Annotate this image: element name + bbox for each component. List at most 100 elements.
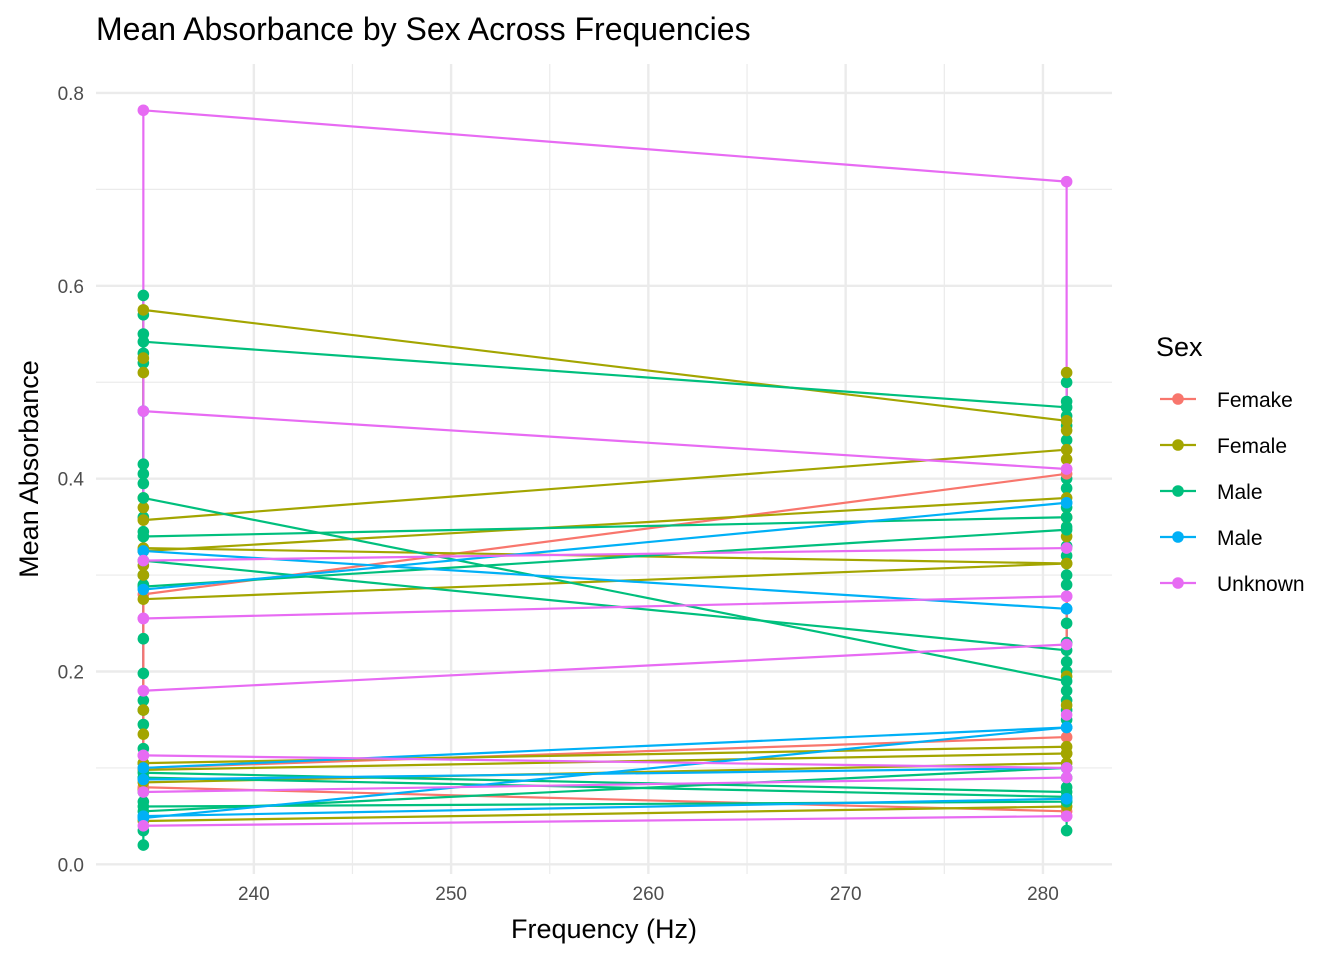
data-point [1060,638,1073,651]
data-point [1060,542,1073,554]
data-point [1060,366,1073,379]
series-line [143,496,1067,553]
x-axis-ticks: 240 250 260 270 280 [238,884,1059,905]
x-axis-title: Frequency (Hz) [511,914,697,944]
data-point [137,501,150,514]
data-point [1060,684,1073,697]
legend-key-point [1172,531,1184,543]
chart-title: Mean Absorbance by Sex Across Frequencie… [96,11,751,47]
legend-label: Unknown [1217,573,1305,596]
series-line [143,562,1067,601]
legend-key [1160,439,1196,451]
grid [96,64,1112,874]
data-point [1060,771,1073,784]
data-point [137,289,150,302]
data-point [1060,675,1073,687]
series-line [143,410,1067,471]
y-tick-label: 0.6 [58,277,84,298]
data-point [137,839,150,851]
series-line [143,501,1067,591]
data-point [137,632,150,645]
data-point [1060,496,1073,509]
legend-key-point [1172,485,1184,497]
data-point [137,762,150,774]
data-point [137,366,150,379]
data-point [137,704,150,716]
series-line [143,726,1067,820]
data-point [137,612,150,625]
data-point [137,458,150,470]
data-point [137,718,150,731]
legend-key [1160,393,1196,405]
data-point [1060,721,1073,734]
data-point [1060,617,1073,630]
series-line [143,776,1067,794]
data-point [1060,699,1073,712]
data-point [1060,511,1073,524]
y-tick-label: 0.8 [58,84,84,105]
data-point [1060,810,1073,822]
data-point [137,514,150,526]
legend-label: Male [1217,527,1263,550]
data-point [137,694,150,707]
legend-key [1160,531,1196,543]
series-line [143,308,1067,422]
data-point [137,468,150,480]
series-line [143,805,1067,823]
data-point [137,530,150,543]
data-point [1060,482,1073,495]
series-line [143,516,1067,538]
data-point [1060,414,1073,427]
series-line [143,754,1067,770]
legend-key-point [1172,439,1184,451]
data-point [1060,523,1073,536]
data-point [137,684,150,697]
data-point [1060,656,1073,668]
data-point [1060,792,1073,805]
data-point [1060,401,1073,414]
series-line [143,448,1067,522]
series-line [143,109,1067,183]
data-point [1060,434,1073,446]
x-tick-label: 240 [238,884,270,905]
y-axis-title: Mean Absorbance [14,360,44,578]
data-point [137,352,150,364]
x-tick-label: 270 [830,884,862,905]
data-point [1060,731,1073,743]
data-point [137,667,150,680]
data-point [1060,557,1073,570]
series-line [143,726,1067,770]
data-point [137,583,150,596]
legend-label: Female [1217,435,1287,458]
x-tick-label: 250 [435,884,467,905]
series-line [143,786,1067,813]
data-point [1060,463,1073,475]
legend-label: Male [1217,481,1263,504]
data-point [137,405,150,417]
y-tick-label: 0.2 [58,663,84,684]
series-line [143,776,1067,798]
legend-label: Femake [1217,389,1293,412]
series-line [143,797,1067,818]
legend-key [1160,577,1196,589]
data-point [1060,569,1073,581]
data-point [1060,453,1073,466]
data-point [1060,824,1073,837]
series-line [143,766,1067,813]
data-point [137,569,150,581]
data-point [137,819,150,832]
data-point [1060,747,1073,760]
legend-key-point [1172,393,1184,405]
data-point [137,773,150,786]
series-line [143,643,1067,692]
data-point [137,554,150,567]
data-point [1060,709,1073,721]
series-line [143,546,1067,565]
data-point [137,810,150,822]
data-point [1060,175,1073,188]
y-tick-label: 0.0 [58,855,84,876]
data-point [137,492,150,504]
data-point [137,477,150,490]
x-tick-label: 280 [1027,884,1059,905]
data-point [1060,590,1073,603]
